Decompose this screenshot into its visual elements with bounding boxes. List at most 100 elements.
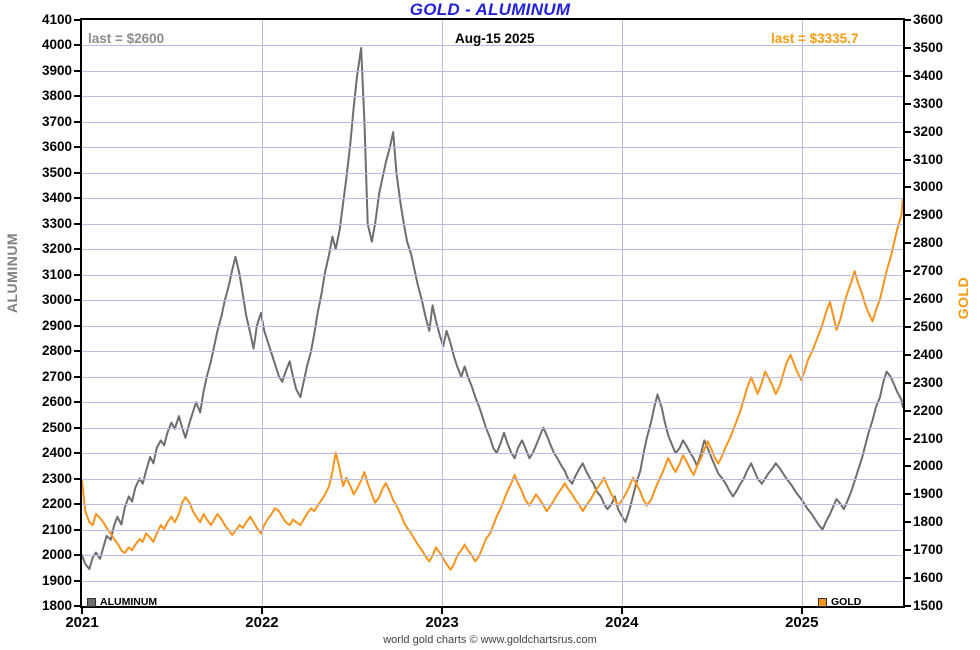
y-axis-label-left: 2600 — [0, 395, 72, 409]
page-title: GOLD - ALUMINUM — [409, 0, 571, 19]
y-axis-label-right-text: 1900 — [913, 486, 944, 502]
y-axis-label-right-text: 2900 — [913, 207, 944, 223]
y-axis-label-right: 2700 — [913, 263, 979, 279]
x-axis-label: 2022 — [245, 614, 279, 631]
gridline-horizontal — [82, 325, 903, 327]
y-axis-label-right-text: 2300 — [913, 374, 944, 390]
y-axis-label-left-text: 3300 — [41, 215, 72, 231]
y-axis-tick-right — [905, 409, 911, 412]
y-axis-label-left-text: 2700 — [41, 368, 72, 384]
aluminum-last-value: last = $2600 — [88, 31, 165, 46]
y-axis-tick-left — [74, 120, 80, 123]
y-axis-tick-left — [74, 324, 80, 327]
y-axis-tick-left — [74, 19, 80, 21]
y-axis-tick-right — [905, 298, 911, 301]
y-axis-label-left-text: 3500 — [41, 164, 72, 180]
y-axis-tick-left — [74, 426, 80, 429]
y-axis-tick-left — [74, 579, 80, 582]
y-axis-label-left-text: 2300 — [41, 470, 72, 486]
y-axis-label-left-text: 2900 — [41, 317, 72, 333]
gridline-vertical — [261, 20, 263, 606]
y-axis-label-right-text: 1800 — [913, 514, 944, 530]
legend-label-aluminum: ALUMINUM — [100, 596, 158, 608]
gridline-horizontal — [82, 376, 903, 378]
y-axis-label-right-text: 2000 — [913, 458, 944, 474]
y-axis-tick-right — [905, 46, 911, 49]
y-axis-tick-left — [74, 477, 80, 480]
y-axis-label-right-text: 3400 — [913, 67, 944, 83]
y-axis-label-right-text: 3500 — [913, 39, 944, 55]
gridline-horizontal — [82, 529, 903, 531]
y-axis-label-right: 2400 — [913, 346, 979, 362]
y-axis-label-left: 2200 — [0, 496, 72, 512]
y-axis-label-right-text: 2800 — [913, 235, 944, 251]
footer-credit: world gold charts © www.goldchartsrus.co… — [383, 634, 597, 646]
y-axis-tick-left — [74, 222, 80, 225]
legend-item-gold[interactable]: GOLD — [818, 596, 861, 608]
y-axis-tick-left — [74, 528, 80, 531]
y-axis-label-left-text: 2200 — [41, 496, 72, 512]
y-axis-tick-left — [74, 401, 80, 404]
y-axis-label-left-text: 2100 — [41, 521, 72, 537]
y-axis-label-right: 2500 — [913, 318, 979, 334]
y-axis-label-right: 1800 — [913, 514, 979, 530]
y-axis-tick-right — [905, 549, 911, 552]
y-axis-label-left: 2800 — [0, 344, 72, 358]
y-axis-label-right-text: 2500 — [913, 318, 944, 334]
y-axis-tick-right — [905, 493, 911, 496]
y-axis-label-right: 3300 — [913, 95, 979, 111]
y-axis-tick-right — [905, 214, 911, 217]
gridline-horizontal — [82, 580, 903, 582]
y-axis-label-right: 2800 — [913, 235, 979, 251]
y-axis-label-left: 2500 — [0, 420, 72, 434]
legend-swatch-gold — [818, 597, 827, 607]
y-axis-tick-right — [905, 465, 911, 468]
y-axis-label-right: 1900 — [913, 486, 979, 502]
y-axis-tick-right — [905, 186, 911, 189]
y-axis-tick-right — [905, 521, 911, 524]
y-axis-label-right-text: 1500 — [913, 598, 944, 613]
y-axis-label-left: 2400 — [0, 445, 72, 461]
gridline-vertical — [801, 20, 803, 606]
y-axis-label-right: 1700 — [913, 543, 979, 557]
y-axis-tick-right — [905, 102, 911, 105]
x-axis-label: 2023 — [425, 614, 459, 631]
y-axis-tick-left — [74, 171, 80, 174]
gridline-horizontal — [82, 453, 903, 455]
legend-label-gold: GOLD — [831, 596, 862, 608]
y-axis-label-right-text: 2700 — [913, 263, 944, 279]
right-axis-title: GOLD — [955, 276, 971, 320]
y-axis-label-left: 2900 — [0, 317, 72, 333]
y-axis-label-left: 4100 — [0, 13, 72, 27]
y-axis-label-right-text: 3300 — [913, 95, 944, 111]
legend-item-aluminum[interactable]: ALUMINUM — [87, 596, 157, 608]
y-axis-tick-left — [74, 554, 80, 557]
y-axis-label-right: 2600 — [913, 291, 979, 307]
y-axis-tick-left — [74, 503, 80, 506]
y-axis-label-left-text: 3100 — [41, 266, 72, 282]
y-axis-label-right-text: 2600 — [913, 291, 944, 307]
plot-area — [80, 18, 905, 608]
y-axis-tick-left — [74, 248, 80, 251]
gridline-horizontal — [82, 249, 903, 251]
gridline-horizontal — [82, 402, 903, 404]
y-axis-label-right-text: 3100 — [913, 151, 944, 167]
y-axis-tick-right — [905, 381, 911, 384]
y-axis-tick-left — [74, 146, 80, 149]
y-axis-label-left: 3800 — [0, 89, 72, 103]
y-axis-label-right-text: 3600 — [913, 12, 944, 27]
y-axis-tick-left — [74, 69, 80, 72]
gridline-horizontal — [82, 198, 903, 200]
y-axis-label-right: 2000 — [913, 458, 979, 474]
y-axis-label-right-text: 2400 — [913, 346, 944, 362]
y-axis-label-left-text: 3900 — [41, 62, 72, 78]
gridline-horizontal — [82, 45, 903, 47]
y-axis-label-right: 2300 — [913, 374, 979, 390]
gridline-horizontal — [82, 351, 903, 353]
y-axis-label-left-text: 2400 — [41, 445, 72, 461]
y-axis-tick-right — [905, 270, 911, 273]
gridline-horizontal — [82, 121, 903, 123]
y-axis-label-left-text: 4000 — [41, 37, 72, 53]
gridline-horizontal — [82, 504, 903, 506]
